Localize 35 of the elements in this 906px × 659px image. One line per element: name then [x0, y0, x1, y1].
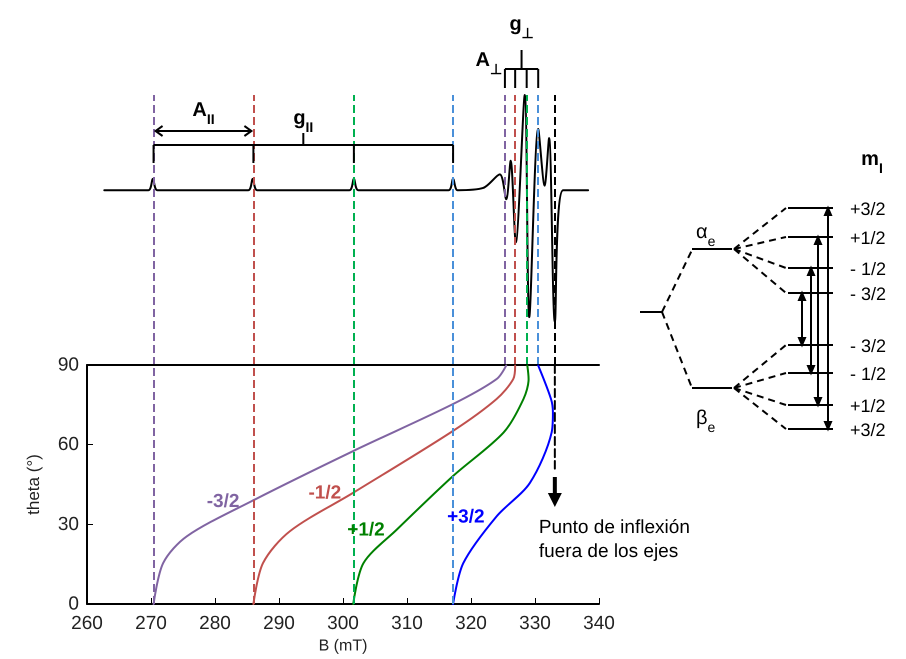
x-tick-label: 270	[135, 613, 167, 634]
x-axis-title: B (mT)	[318, 637, 368, 654]
x-tick-label: 310	[391, 613, 423, 634]
text: β$_{e}$	[696, 407, 716, 435]
annotation: g$_{II}$	[293, 107, 314, 135]
x-tick-label: 260	[71, 613, 103, 634]
text: +1/2	[850, 396, 886, 416]
annotation: A$_{II}$	[192, 99, 215, 127]
text: +3/2	[850, 199, 886, 219]
y-axis-title: theta (°)	[24, 454, 43, 515]
series-label: +1/2	[347, 520, 385, 541]
text: +1/2	[850, 228, 886, 248]
annotation: Punto de inflexión fuera de los ejes	[538, 517, 690, 562]
text: α$_{e}$	[696, 221, 716, 249]
x-tick-label: 340	[583, 613, 615, 634]
y-tick-label: 60	[58, 434, 79, 456]
y-tick-label: 0	[68, 594, 79, 614]
text: m$_{I}$	[861, 148, 883, 176]
text: - 3/2	[850, 284, 886, 304]
series-label: -1/2	[308, 482, 342, 504]
y-tick-label: 90	[58, 354, 79, 376]
x-tick-label: 280	[199, 613, 231, 634]
text: - 1/2	[850, 259, 886, 279]
series-label: -3/2	[206, 491, 240, 512]
text: A$_{⊥}$	[475, 49, 502, 77]
text: - 1/2	[850, 364, 886, 384]
y-tick-label: 30	[58, 514, 79, 535]
x-tick-label: 330	[519, 613, 551, 634]
x-tick-label: 300	[327, 613, 359, 634]
text: g$_{⊥}$	[509, 13, 534, 41]
series-label: +3/2	[447, 506, 485, 528]
x-tick-label: 320	[455, 613, 487, 634]
x-tick-label: 290	[263, 613, 295, 634]
text: +3/2	[850, 420, 886, 440]
text: - 3/2	[850, 336, 886, 356]
